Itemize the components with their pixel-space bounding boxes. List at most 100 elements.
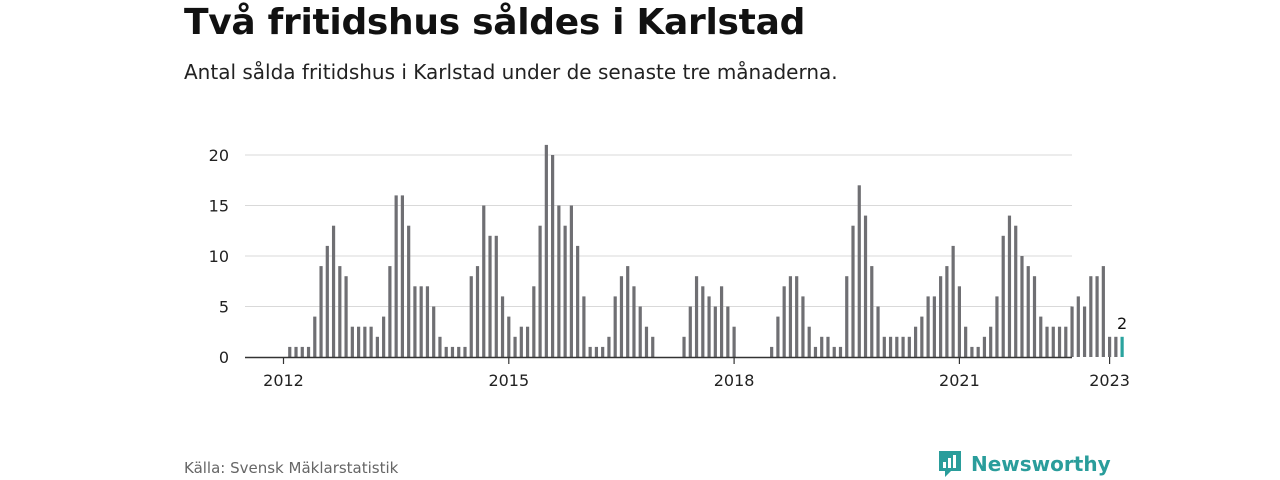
bar [313,316,317,357]
bar [1001,235,1005,357]
chart-title: Två fritidshus såldes i Karlstad [184,2,806,43]
bar [882,336,886,357]
bar [907,336,911,357]
bar [569,205,573,357]
bar [582,296,586,357]
bar [432,306,436,357]
x-tick-label: 2021 [939,371,980,390]
bar [782,286,786,357]
bar [400,195,405,357]
bar [1082,306,1087,357]
bar [719,286,724,357]
bar [1020,256,1024,357]
bar [294,346,298,357]
bar [407,225,411,357]
x-tick-label: 2018 [714,371,755,390]
bar [1057,326,1062,357]
bar [989,326,993,357]
bar [776,316,780,357]
bar [438,336,442,357]
bar [888,336,893,357]
bar [557,205,561,357]
bar [563,225,567,357]
data-label: 2 [1117,314,1127,333]
bar [450,346,455,357]
bar [913,326,918,357]
bar [1051,326,1055,357]
bar [482,205,486,357]
bar [807,326,811,357]
bar [1014,225,1018,357]
bar [444,346,448,357]
bar [801,296,805,357]
bar [507,316,511,357]
bar [832,346,836,357]
bar [713,306,717,357]
bar [463,346,467,357]
bar [1032,276,1037,357]
newsworthy-logo-icon [939,451,961,477]
bar [1076,296,1080,357]
highlighted-bar [1120,336,1124,357]
bar [306,346,311,357]
bar [932,296,936,357]
bar [457,346,461,357]
bar [288,346,292,357]
bar [851,225,855,357]
bar [976,346,980,357]
bar [469,276,473,357]
brand-name: Newsworthy [971,452,1111,476]
bar [682,336,686,357]
bar [382,316,386,357]
bar [551,155,555,357]
bar [1114,336,1118,357]
bar [413,286,417,357]
bar [926,296,930,357]
bar [519,326,523,357]
bar [1064,326,1068,357]
bar [388,266,392,357]
bar [513,336,517,357]
bar [319,266,323,357]
chart-subtitle: Antal sålda fritidshus i Karlstad under … [184,60,838,84]
bar [350,326,354,357]
bar [525,326,530,357]
bar [607,336,611,357]
bar [788,276,793,357]
bar [951,245,955,357]
bar [982,336,987,357]
bar [795,276,799,357]
y-tick-label: 20 [209,146,229,165]
bar [732,326,736,357]
bar [619,276,624,357]
bar [694,276,699,357]
bar [1007,215,1012,357]
x-tick-label: 2015 [488,371,529,390]
bar [826,336,830,357]
y-tick-label: 10 [209,247,229,266]
bar [588,346,592,357]
bar [300,346,304,357]
bar [895,336,899,357]
x-tick-label: 2023 [1089,371,1130,390]
bar [845,276,849,357]
bar [863,215,868,357]
bar [644,326,649,357]
bar [1026,266,1030,357]
bar [601,346,605,357]
bar [820,336,824,357]
bar [613,296,617,357]
bar [688,306,692,357]
bar [494,235,498,357]
bar [538,225,542,357]
bar [394,195,398,357]
bar [995,296,999,357]
bar [363,326,367,357]
bar [1089,276,1093,357]
bar [701,286,705,357]
bar [901,336,905,357]
bar [544,144,548,357]
bar [325,245,329,357]
bar [338,266,342,357]
